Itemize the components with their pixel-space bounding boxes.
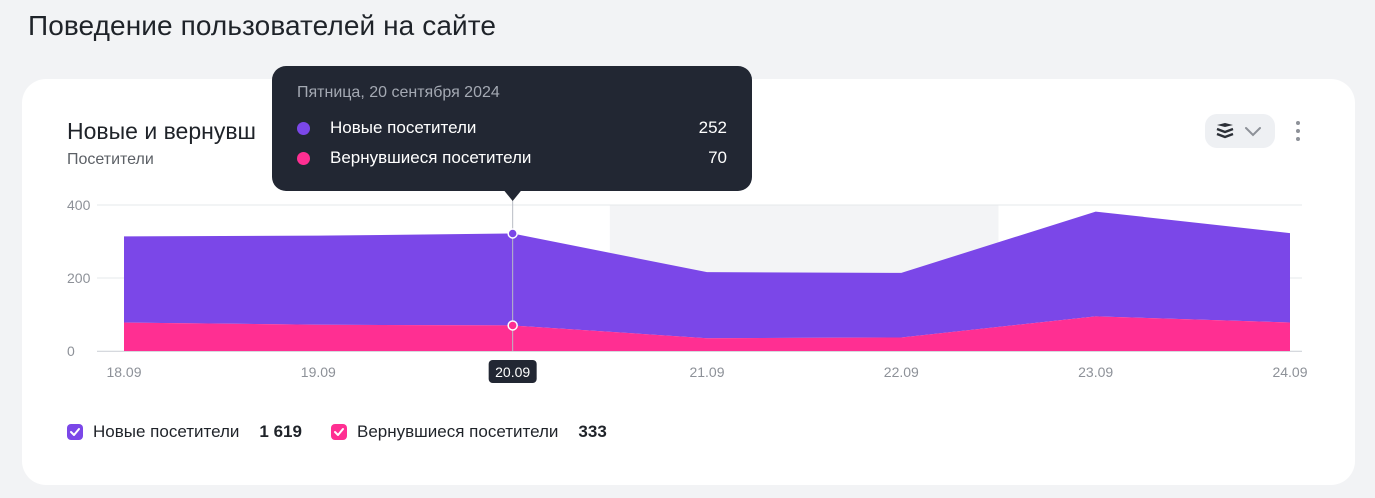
tooltip-pointer: [503, 190, 522, 201]
point-returning-visitors: [507, 320, 518, 331]
y-tick-label: 0: [67, 343, 75, 359]
returning-visitors-dot: [297, 152, 310, 165]
x-tick-label: 19.09: [301, 364, 336, 380]
x-tick-highlight: [488, 360, 537, 383]
new-visitors-dot: [297, 122, 310, 135]
legend-item-returning-visitors[interactable]: Вернувшиеся посетители 333: [331, 420, 607, 444]
legend-total: 1 619: [259, 422, 302, 441]
chevron-down-icon: [1244, 123, 1262, 144]
series-area-returning-visitors: [124, 316, 1290, 351]
tooltip-row-returning: Вернувшиеся посетители 70: [297, 148, 727, 170]
chart-title: Новые и вернувш: [67, 118, 256, 144]
tooltip-date: Пятница, 20 сентября 2024: [297, 84, 500, 101]
chart-type-dropdown[interactable]: [1205, 114, 1275, 148]
tooltip-row-name: Вернувшиеся посетители: [330, 148, 532, 167]
tooltip-row-value: 252: [698, 118, 727, 137]
y-tick-label: 400: [67, 197, 91, 213]
x-tick-label: 20.09: [495, 364, 530, 380]
page-title: Поведение пользователей на сайте: [28, 10, 497, 41]
point-new-visitors: [507, 228, 518, 239]
tooltip-row-name: Новые посетители: [330, 118, 477, 137]
stacked-area-icon: [1215, 121, 1235, 146]
tooltip-row-value: 70: [708, 148, 727, 167]
x-tick-label: 23.09: [1078, 364, 1113, 380]
x-tick-label: 21.09: [689, 364, 724, 380]
x-tick-label: 24.09: [1272, 364, 1307, 380]
legend-label: Вернувшиеся посетители: [357, 422, 559, 441]
legend-total: 333: [578, 422, 607, 441]
x-tick-label: 18.09: [106, 364, 141, 380]
more-options-button[interactable]: [1286, 118, 1310, 146]
legend-item-new-visitors[interactable]: Новые посетители 1 619: [67, 420, 302, 444]
series-area-new-visitors: [124, 211, 1290, 339]
tooltip-row-new: Новые посетители 252: [297, 118, 727, 140]
legend-label: Новые посетители: [93, 422, 240, 441]
y-tick-label: 200: [67, 270, 91, 286]
chart-subtitle: Посетители: [67, 151, 154, 168]
chart-tooltip: Пятница, 20 сентября 2024 Новые посетите…: [272, 66, 752, 191]
checkbox-checked-icon[interactable]: [67, 424, 83, 440]
more-vertical-icon: [1286, 121, 1310, 150]
x-tick-label: 22.09: [884, 364, 919, 380]
checkbox-checked-icon[interactable]: [331, 424, 347, 440]
